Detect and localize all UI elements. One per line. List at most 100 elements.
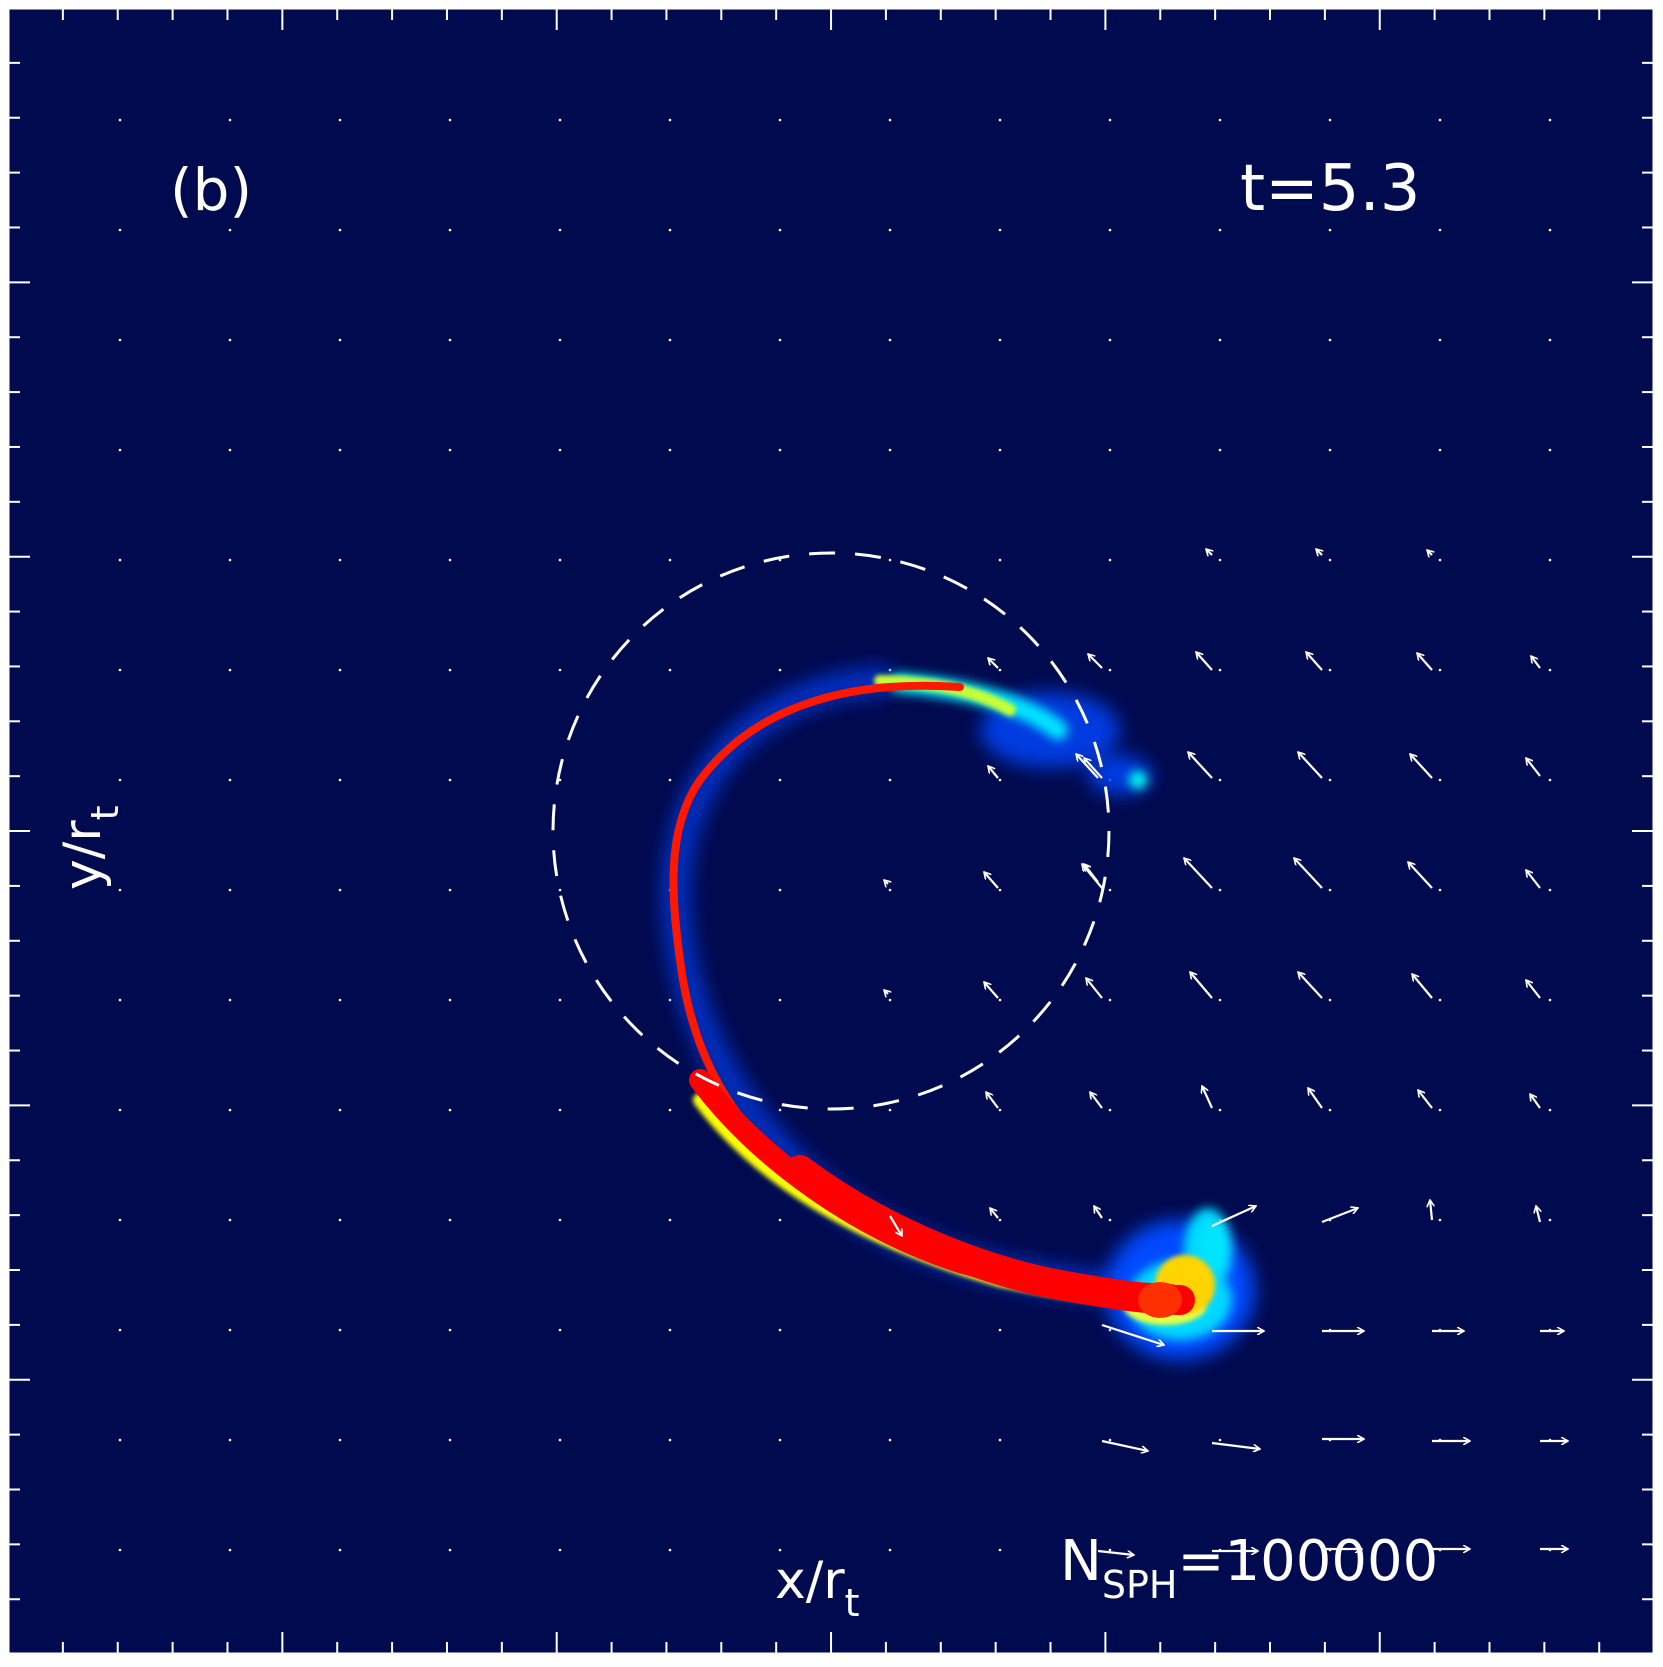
grid-dot	[998, 1108, 1002, 1112]
grid-dot	[1108, 558, 1112, 562]
grid-dot	[118, 778, 122, 782]
grid-dot	[118, 1438, 122, 1442]
grid-dot	[668, 1218, 672, 1222]
grid-dot	[1328, 228, 1332, 232]
grid-dot	[1548, 118, 1552, 122]
x-axis-label-subscript: t	[845, 1581, 860, 1625]
velocity-arrow	[1410, 754, 1433, 779]
velocity-arrow	[1188, 752, 1213, 779]
grid-dot	[668, 668, 672, 672]
grid-dot	[1108, 228, 1112, 232]
grid-dot	[228, 1218, 232, 1222]
grid-dot	[998, 448, 1002, 452]
grid-dot	[778, 1658, 782, 1662]
grid-dot	[1438, 778, 1442, 782]
grid-dot	[668, 558, 672, 562]
grid-dot	[998, 1218, 1002, 1222]
velocity-arrow	[988, 658, 999, 669]
grid-dot	[338, 338, 342, 342]
velocity-arrow	[1298, 972, 1323, 999]
grid-dot	[1438, 338, 1442, 342]
grid-dot	[1218, 118, 1222, 122]
grid-dot	[558, 1108, 562, 1112]
grid-dot	[558, 1658, 562, 1662]
grid-dot	[118, 118, 122, 122]
grid-dot	[1328, 1658, 1332, 1662]
grid-dot	[1548, 998, 1552, 1002]
grid-dot	[1328, 558, 1332, 562]
grid-dot	[448, 1218, 452, 1222]
grid-dot	[1328, 448, 1332, 452]
velocity-arrow	[1090, 1092, 1103, 1109]
grid-dot	[1658, 1328, 1662, 1332]
grid-dot	[998, 228, 1002, 232]
grid-dot	[338, 228, 342, 232]
grid-dot	[1548, 338, 1552, 342]
grid-dot	[998, 888, 1002, 892]
grid-dot	[668, 778, 672, 782]
velocity-arrow	[884, 880, 888, 884]
grid-dot	[668, 1438, 672, 1442]
grid-dot	[1438, 558, 1442, 562]
grid-dot	[558, 118, 562, 122]
grid-dot	[1108, 1328, 1112, 1332]
velocity-arrow	[1076, 754, 1099, 779]
grid-dot	[338, 998, 342, 1002]
grid-dot	[448, 1658, 452, 1662]
grid-dot	[558, 1548, 562, 1552]
grid-dot	[778, 1328, 782, 1332]
grid-dot	[668, 118, 672, 122]
grid-dot	[1328, 888, 1332, 892]
grid-dot	[998, 1658, 1002, 1662]
tidal-stream	[660, 666, 1255, 1360]
grid-dot	[1218, 1658, 1222, 1662]
grid-dot	[118, 338, 122, 342]
grid-dot	[998, 998, 1002, 1002]
grid-dot	[228, 1328, 232, 1332]
velocity-arrow	[1084, 758, 1103, 779]
velocity-arrow	[884, 990, 888, 994]
grid-dot	[1108, 1438, 1112, 1442]
grid-dot	[998, 118, 1002, 122]
grid-dot	[228, 888, 232, 892]
grid-dot	[998, 338, 1002, 342]
particle-count-prefix: N	[1060, 1529, 1102, 1594]
grid-dot	[228, 1438, 232, 1442]
grid-dot	[1328, 1108, 1332, 1112]
grid-dot	[888, 888, 892, 892]
grid-dot	[1658, 228, 1662, 232]
grid-dot	[1548, 888, 1552, 892]
grid-dot	[228, 118, 232, 122]
grid-dot	[118, 1658, 122, 1662]
grid-dot	[778, 1218, 782, 1222]
grid-dot	[338, 888, 342, 892]
grid-dot	[778, 778, 782, 782]
grid-dot	[998, 778, 1002, 782]
grid-dot	[448, 338, 452, 342]
grid-dot	[998, 1548, 1002, 1552]
velocity-arrow	[1101, 1439, 1148, 1451]
grid-dot	[1108, 338, 1112, 342]
particle-count-label: NSPH=100000	[1060, 1529, 1438, 1607]
grid-dot	[1438, 448, 1442, 452]
velocity-arrow	[1086, 978, 1103, 999]
grid-dot	[338, 1658, 342, 1662]
grid-dot	[1658, 1218, 1662, 1222]
grid-dot	[448, 1548, 452, 1552]
velocity-arrow	[1196, 652, 1213, 671]
grid-dot	[558, 888, 562, 892]
grid-dot	[1438, 668, 1442, 672]
grid-dot	[1438, 1218, 1442, 1222]
grid-dot	[118, 558, 122, 562]
grid-dot	[1548, 558, 1552, 562]
grid-dot	[1108, 1658, 1112, 1662]
grid-dot	[778, 228, 782, 232]
grid-dot	[558, 558, 562, 562]
grid-dot	[1658, 1108, 1662, 1112]
grid-dot	[558, 1218, 562, 1222]
grid-dot	[1108, 998, 1112, 1002]
grid-dot	[778, 1108, 782, 1112]
grid-dot	[888, 558, 892, 562]
grid-dot	[998, 668, 1002, 672]
grid-dot	[558, 448, 562, 452]
